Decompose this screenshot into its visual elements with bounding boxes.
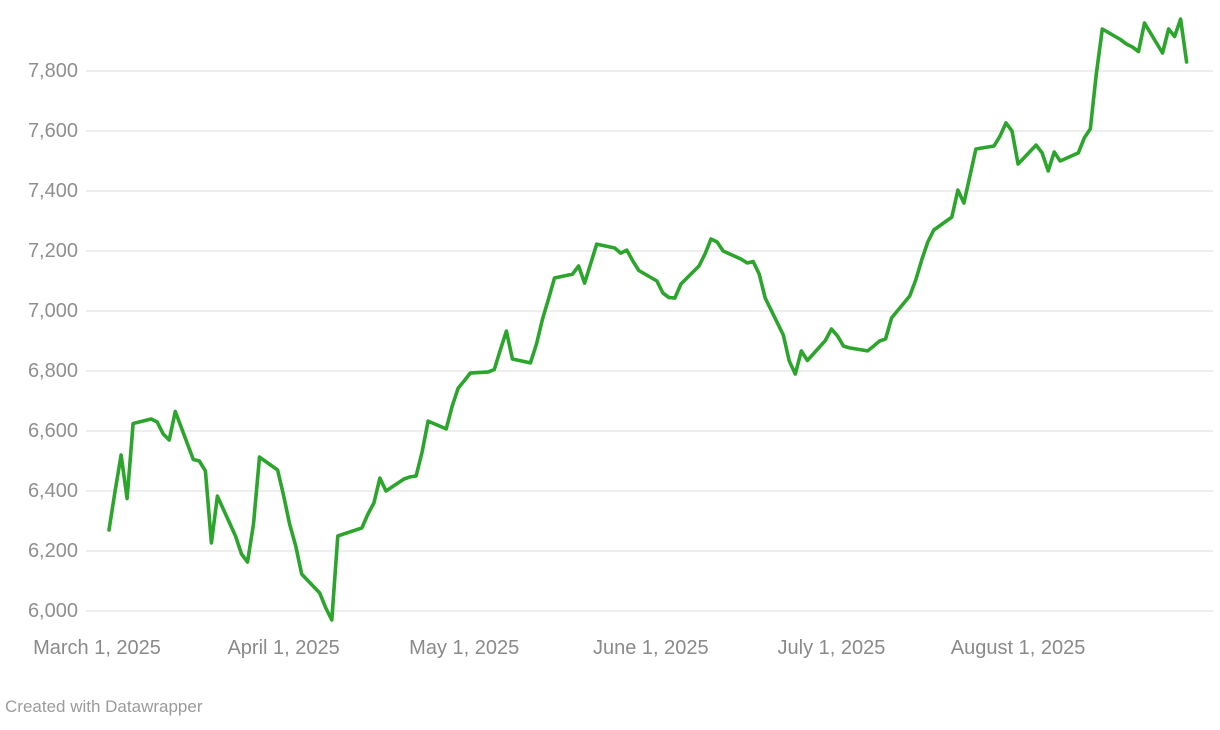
x-axis-label: July 1, 2025	[777, 637, 886, 659]
gridline-group	[86, 70, 1213, 612]
datawrapper-credit: Created with Datawrapper	[5, 697, 203, 716]
x-axis-label: March 1, 2025	[33, 637, 161, 659]
y-axis-label: 6,200	[27, 540, 78, 562]
data-line	[107, 17, 1189, 622]
y-axis-label: 7,200	[27, 240, 78, 262]
x-axis-label: June 1, 2025	[593, 637, 709, 659]
y-axis-label: 7,000	[27, 300, 78, 322]
x-axis-label: August 1, 2025	[950, 637, 1086, 659]
x-axis-label: April 1, 2025	[227, 637, 340, 659]
y-axis-label: 6,800	[27, 360, 78, 382]
y-axis-label: 6,000	[27, 600, 78, 622]
y-axis-label: 6,400	[27, 480, 78, 502]
y-axis-label: 7,600	[27, 120, 78, 142]
y-axis-label: 7,400	[27, 180, 78, 202]
y-axis-label: 6,600	[27, 420, 78, 442]
y-axis-label: 7,800	[27, 60, 78, 82]
x-axis-label: May 1, 2025	[409, 637, 520, 659]
